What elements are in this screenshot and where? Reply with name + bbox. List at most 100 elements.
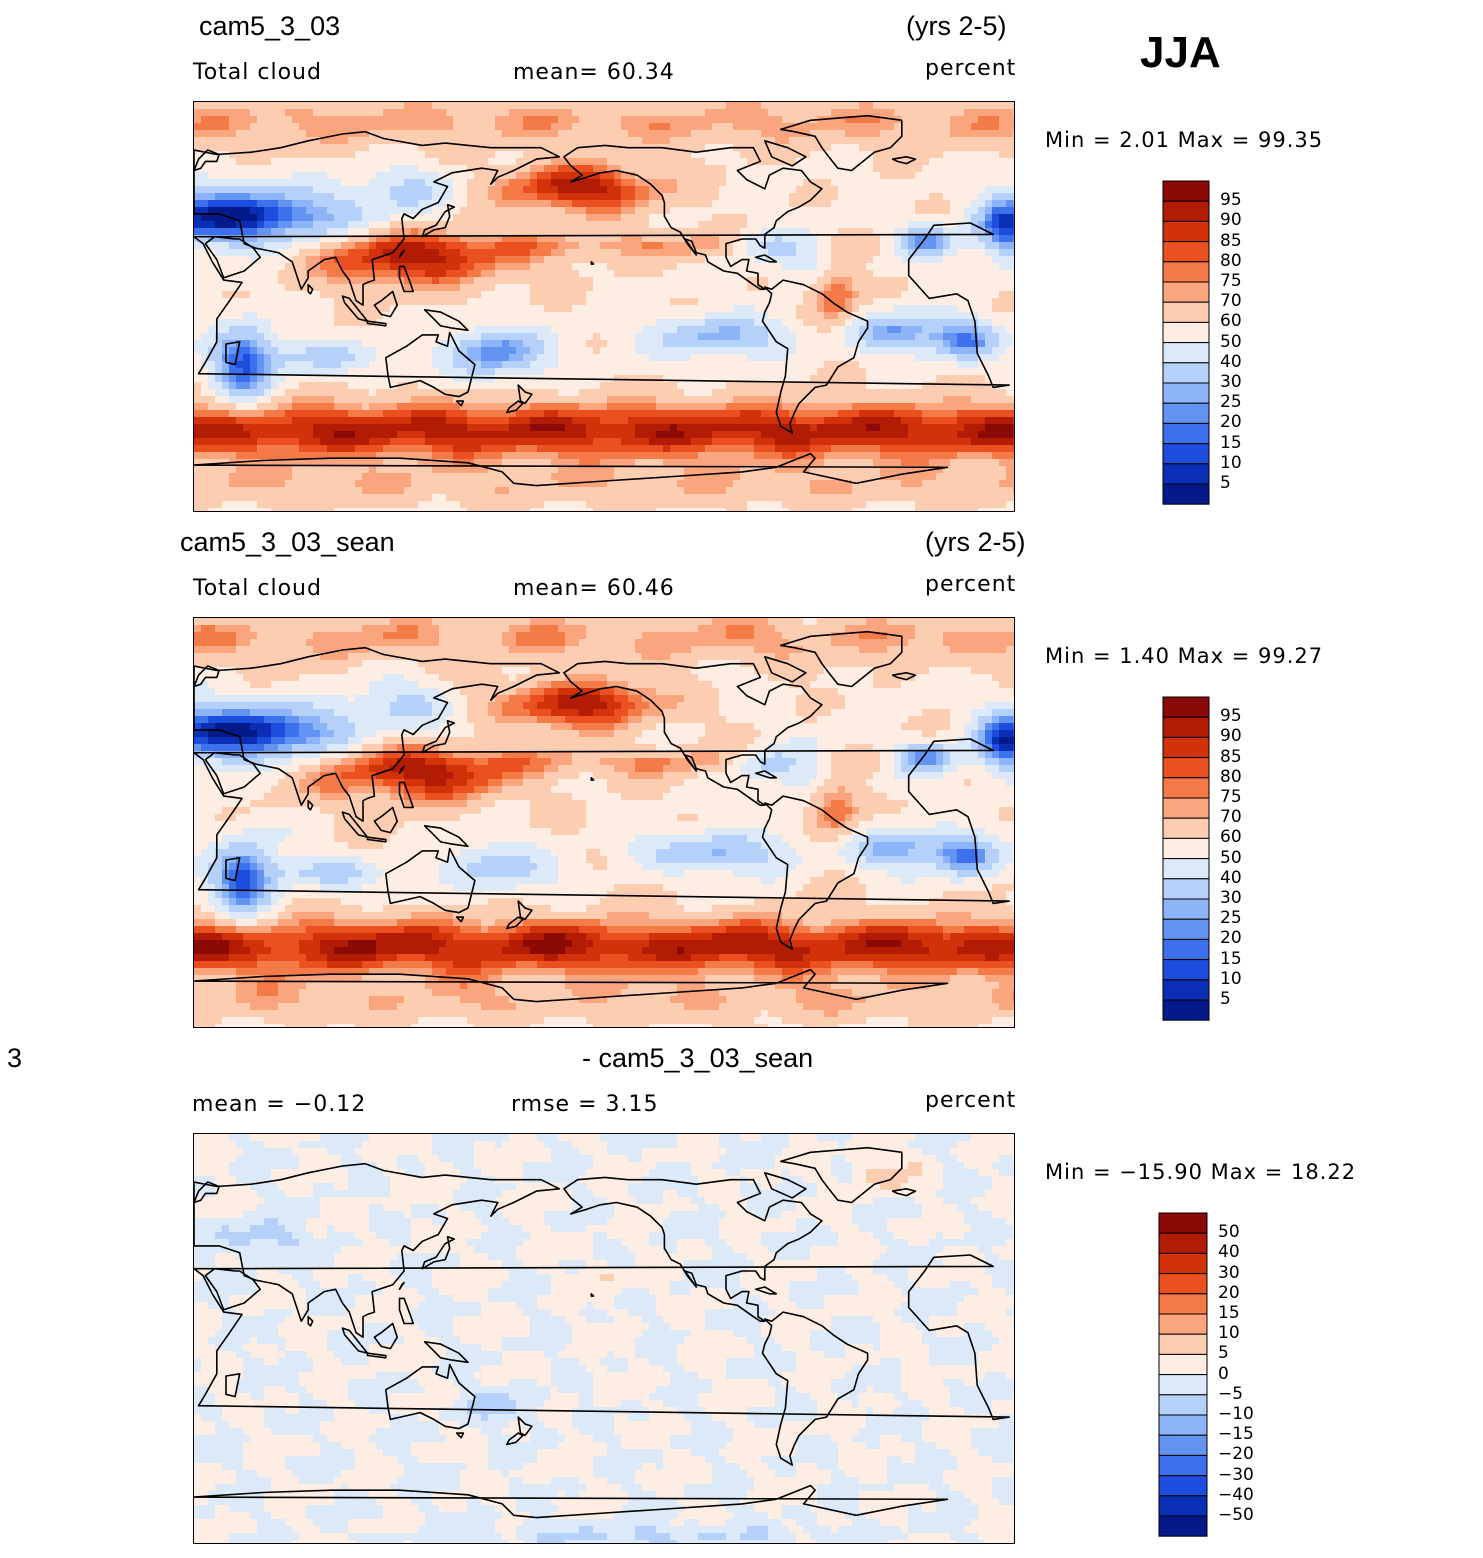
- panel3-contour-fill: [194, 1134, 1014, 1543]
- panel2-coastline: [204, 751, 261, 795]
- panel1-coastline: [423, 309, 469, 332]
- panel2-colorbar-label: 50: [1220, 849, 1242, 867]
- panel2-colorbar-label: 20: [1220, 930, 1242, 947]
- panel3-coastline: [506, 1432, 524, 1446]
- panel3-coastlines: [194, 1146, 1010, 1519]
- panel1-units: percent: [925, 56, 1016, 81]
- panel3-coastline: [194, 1484, 949, 1519]
- panel2-coastline: [764, 656, 807, 683]
- panel3-map: [193, 1133, 1015, 1544]
- panel1-coastline: [764, 140, 807, 167]
- panel1-coastline: [194, 452, 949, 487]
- panel3-coastline: [764, 1172, 807, 1199]
- panel3-colorbar-label: 0: [1218, 1365, 1229, 1383]
- panel2-colorbar-label: 10: [1220, 970, 1242, 988]
- panel3-left-fragment: 3: [7, 1043, 22, 1074]
- panel3-colorbar-box: [1158, 1475, 1208, 1497]
- panel3-coastline: [225, 1373, 241, 1398]
- panel1-colorbar-box: [1162, 342, 1210, 364]
- panel2-colorbar-box: [1162, 797, 1210, 819]
- panel1-coastline: [341, 295, 369, 322]
- panel3-colorbar-label: −5: [1218, 1385, 1243, 1403]
- panel3-colorbar-box: [1158, 1293, 1208, 1315]
- panel3-colorbar-label: −40: [1218, 1486, 1254, 1504]
- panel1-coastline: [385, 331, 476, 398]
- panel1-coastlines: [194, 114, 1010, 487]
- panel2-coastline: [590, 777, 595, 781]
- panel2-colorbar-box: [1162, 999, 1210, 1021]
- panel2-years: (yrs 2-5): [925, 527, 1026, 558]
- panel3-colorbar-box: [1158, 1515, 1208, 1537]
- panel1-colorbar-box: [1162, 382, 1210, 404]
- panel3-colorbar-label: 30: [1218, 1264, 1240, 1282]
- panel2-coastline: [506, 916, 524, 930]
- panel3-colorbar-svg: [1158, 1212, 1208, 1537]
- panel1-coastline: [780, 114, 903, 172]
- panel3-coastline: [754, 1286, 778, 1295]
- panel3-colorbar-label: −50: [1218, 1507, 1254, 1524]
- season-label: JJA: [1140, 28, 1221, 78]
- panel1-colorbar-label: 10: [1220, 454, 1242, 472]
- panel3-colorbar-box: [1158, 1414, 1208, 1436]
- panel2-minmax: Min = 1.40 Max = 99.27: [1045, 644, 1323, 668]
- panel2-colorbar-label: 5: [1220, 991, 1231, 1008]
- panel3-coastline: [423, 1341, 469, 1364]
- panel2-colorbar-box: [1162, 898, 1210, 920]
- panel1-coastline: [517, 384, 533, 405]
- panel2-mean: mean= 60.46: [513, 576, 675, 601]
- panel3-coastline: [194, 1181, 220, 1204]
- panel1-coastline: [194, 149, 220, 172]
- panel1-colorbar-box: [1162, 241, 1210, 263]
- panel2-map: [193, 617, 1015, 1028]
- panel3-coastline: [563, 1176, 823, 1322]
- panel3-coastline: [366, 1352, 387, 1359]
- panel1-coastline: [455, 400, 465, 407]
- panel2-colorbar-box: [1162, 736, 1210, 759]
- panel3-coastline: [341, 1327, 369, 1354]
- panel2-coastline: [373, 806, 398, 834]
- panel1-case-title: cam5_3_03: [199, 11, 340, 42]
- panel1-colorbar-box: [1162, 402, 1210, 424]
- panel3-colorbar-box: [1158, 1394, 1208, 1416]
- panel3-colorbar-box: [1158, 1313, 1208, 1335]
- panel1-coastline: [373, 290, 398, 318]
- panel2-colorbar-label: 85: [1220, 748, 1242, 766]
- panel3-colorbar-box: [1158, 1353, 1208, 1376]
- panel3-coastline: [194, 1162, 561, 1338]
- panel2-colorbar-label: 75: [1220, 789, 1242, 806]
- panel2-coastline: [754, 770, 778, 779]
- panel2-colorbar-svg: [1162, 696, 1210, 1021]
- panel2-coastline: [517, 900, 533, 921]
- panel2-colorbar-label: 25: [1220, 910, 1242, 927]
- panel2-coastline: [341, 811, 369, 838]
- panel1-coastline: [398, 249, 405, 259]
- panel3-colorbar-label: 10: [1218, 1325, 1240, 1342]
- panel3-coastline: [455, 1432, 465, 1439]
- panel3-colorbar-box: [1158, 1454, 1208, 1477]
- panel1-colorbar-label: 85: [1220, 232, 1242, 250]
- panel3-colorbar-label: −30: [1218, 1466, 1254, 1484]
- panel2-variable: Total cloud: [193, 576, 322, 601]
- panel1-colorbar-label: 75: [1220, 273, 1242, 290]
- panel2-colorbar-box: [1162, 918, 1210, 940]
- panel2-map-svg: [194, 618, 1014, 1027]
- panel3-colorbar-label: 40: [1218, 1244, 1240, 1261]
- panel1-coastline: [204, 235, 261, 279]
- panel1-colorbar-box: [1162, 281, 1210, 303]
- panel2-coastline: [366, 836, 387, 843]
- panel1-colorbar-box: [1162, 321, 1210, 344]
- panel2-colorbar-label: 70: [1220, 809, 1242, 826]
- panel3-colorbar-box: [1158, 1333, 1208, 1355]
- panel1-colorbar-box: [1162, 463, 1210, 485]
- panel1-colorbar-label: 60: [1220, 313, 1242, 330]
- panel2-coastline: [423, 825, 469, 848]
- panel2-colorbar-box: [1162, 817, 1210, 839]
- panel1-coastline: [761, 279, 869, 434]
- panel1-coastline: [754, 254, 778, 263]
- panel3-coastline: [517, 1416, 533, 1437]
- panel1-coastline: [506, 400, 524, 414]
- panel1-colorbar-box: [1162, 362, 1210, 384]
- panel3-colorbar-box: [1158, 1495, 1208, 1517]
- panel1-colorbar-label: 50: [1220, 333, 1242, 351]
- panel1-coastline: [225, 341, 241, 366]
